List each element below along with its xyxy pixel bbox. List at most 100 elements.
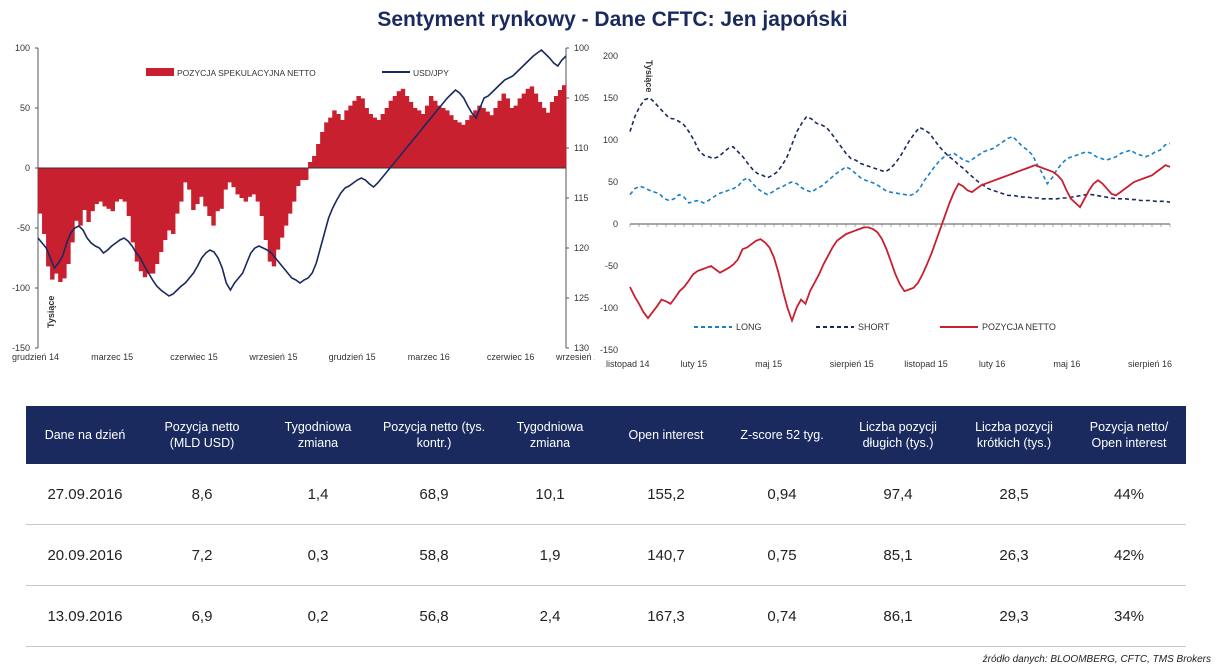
net-position-bar: [295, 168, 301, 186]
net-position-bar: [62, 168, 67, 279]
table-cell: 0,2: [260, 585, 376, 647]
left-tick-label: -100: [12, 283, 30, 293]
net-position-bar: [267, 168, 273, 262]
table-cell: 44%: [1072, 464, 1186, 525]
net-position-bar: [38, 168, 43, 214]
x-tick-label: luty 15: [681, 359, 708, 369]
net-position-bar: [227, 168, 232, 183]
x-tick-label: sierpień 15: [830, 359, 874, 369]
y-tick-label: -150: [600, 345, 618, 355]
table-cell: 0,94: [724, 464, 840, 525]
net-position-bar: [207, 168, 212, 216]
net-position-bar: [122, 168, 128, 202]
net-position-bar: [332, 110, 337, 168]
net-position-bar: [364, 108, 369, 168]
table-cell: 0,74: [724, 585, 840, 647]
net-position-bar: [416, 110, 422, 168]
y-axis-label: Tysiące: [644, 60, 654, 92]
series-line-pozycja-netto: [629, 164, 1171, 324]
net-position-bar: [400, 88, 406, 168]
net-position-bar: [114, 168, 120, 202]
net-position-bar: [179, 168, 184, 202]
table-row: 27.09.2016 8,6 1,4 68,9 10,1 155,2 0,94 …: [26, 464, 1186, 525]
net-position-bar: [130, 168, 136, 243]
net-position-bar: [437, 105, 442, 168]
net-position-bar: [291, 168, 297, 202]
net-position-bar: [441, 108, 446, 168]
y-tick-label: 200: [603, 51, 618, 61]
left-tick-label: 0: [25, 163, 30, 173]
net-position-bar: [505, 98, 510, 168]
cftc-summary-table: Dane na dzień Pozycja netto (MLD USD) Ty…: [26, 406, 1186, 647]
net-position-bar: [175, 168, 180, 214]
net-position-bar: [154, 168, 160, 264]
net-position-bar: [392, 96, 398, 168]
net-position-bar: [545, 112, 551, 168]
net-position-bar: [98, 168, 103, 202]
header-net-usd: Pozycja netto (MLD USD): [144, 406, 260, 464]
net-position-bar: [255, 168, 261, 202]
right-tick-label: 120: [574, 243, 589, 253]
legend-label-net: POZYCJA SPEKULACYJNA NETTO: [177, 68, 316, 78]
net-position-bar: [171, 168, 176, 234]
table-cell: 29,3: [956, 585, 1072, 647]
net-position-bar: [404, 96, 410, 168]
source-note: źródło danych: BLOOMBERG, CFTC, TMS Brok…: [982, 654, 1211, 665]
usdjpy-line: [37, 48, 567, 297]
net-position-bar: [525, 88, 531, 168]
net-position-bar: [90, 168, 95, 212]
table-cell: 155,2: [608, 464, 724, 525]
net-position-bar: [316, 144, 321, 168]
net-position-bar: [50, 168, 55, 280]
net-position-bar: [328, 117, 333, 168]
legend-label-net: POZYCJA NETTO: [982, 322, 1056, 332]
net-position-bar: [465, 120, 470, 168]
net-position-bar: [86, 168, 91, 222]
y-tick-label: 150: [603, 93, 618, 103]
net-position-bar: [428, 96, 434, 168]
table-cell: 68,9: [376, 464, 492, 525]
net-position-bar: [453, 120, 458, 168]
net-position-bar: [106, 168, 111, 209]
x-tick-label: luty 16: [979, 359, 1006, 369]
table-cell: 10,1: [492, 464, 608, 525]
net-position-bar: [231, 168, 236, 188]
net-position-bar: [166, 168, 172, 231]
header-weekly-change-contracts: Tygodniowa zmiana: [492, 406, 608, 464]
table-header-row: Dane na dzień Pozycja netto (MLD USD) Ty…: [26, 406, 1186, 464]
left-tick-label: -50: [17, 223, 30, 233]
table-cell: 97,4: [840, 464, 956, 525]
net-position-bar: [66, 168, 71, 264]
net-position-bar: [235, 168, 240, 195]
table-cell: 140,7: [608, 524, 724, 586]
net-position-bar: [58, 168, 63, 282]
page-title: Sentyment rynkowy - Dane CFTC: Jen japoń…: [377, 8, 848, 31]
net-position-bar: [102, 168, 107, 207]
table-cell: 1,4: [260, 464, 376, 525]
header-long-positions: Liczba pozycji długich (tys.): [840, 406, 956, 464]
net-position-bar: [158, 168, 164, 252]
net-position-bar: [537, 102, 543, 168]
legend-label-usdjpy: USD/JPY: [413, 68, 449, 78]
net-position-bar: [376, 120, 381, 168]
cftc-long-short-chart: 200 150 100 50 0 -50 -100 -150 listopad 14 luty 1…: [600, 51, 1172, 369]
net-position-bar: [549, 102, 555, 168]
net-position-bar: [529, 86, 535, 168]
series-line-long: [629, 135, 1171, 204]
x-tick-label: listopad 15: [904, 359, 948, 369]
table-cell: 27.09.2016: [26, 464, 144, 525]
net-position-bar: [94, 168, 99, 204]
net-position-bar: [461, 124, 466, 168]
net-position-bar: [42, 168, 47, 234]
net-position-bar: [396, 91, 402, 168]
cftc-net-vs-usdjpy-chart: 100 50 0 -50 -100 -150 100 105 110 115 120 125 130 gr…: [12, 43, 595, 362]
left-tick-label: 100: [15, 43, 30, 53]
net-position-bar: [449, 115, 454, 168]
net-position-bar: [388, 100, 394, 168]
y-tick-label: 100: [603, 135, 618, 145]
net-position-bar: [553, 96, 559, 168]
right-tick-label: 100: [574, 43, 589, 53]
table-cell: 56,8: [376, 585, 492, 647]
net-position-bar: [70, 168, 75, 243]
right-tick-label: 110: [574, 143, 588, 153]
